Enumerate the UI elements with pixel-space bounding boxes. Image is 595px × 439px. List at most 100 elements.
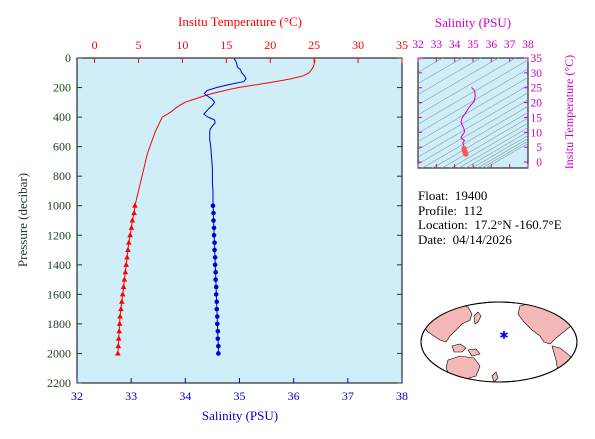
ts-deep-point: [463, 151, 469, 157]
ts-salinity-tick-label: 34: [449, 39, 461, 51]
temperature-point: [118, 305, 124, 312]
temperature-point: [117, 313, 123, 319]
ts-temperature-tick-label: 20: [531, 98, 543, 110]
pressure-tick-label: 800: [53, 169, 71, 183]
date-label: Date:: [418, 231, 447, 247]
ts-axes: 32 33 34 35 36 37 38 0 5 10 15 20 25 30 35: [412, 39, 542, 169]
salinity-tick-label: 35: [234, 389, 246, 403]
profile-label: Profile:: [418, 202, 457, 218]
density-contour: [418, 68, 528, 134]
salinity-tick-label: 33: [125, 389, 137, 403]
pressure-tick-label: 2000: [47, 346, 71, 360]
temperature-point: [125, 246, 131, 253]
ts-salinity-tick-label: 35: [467, 39, 479, 51]
land-japan: [473, 311, 482, 325]
profile-value: 112: [463, 202, 483, 218]
world-map: ✱: [420, 301, 578, 383]
ts-temperature-tick-label: 0: [536, 157, 542, 169]
ts-curve: [460, 87, 476, 149]
salinity-point: [213, 284, 219, 290]
salinity-point: [211, 210, 216, 216]
temperature-tick-label: 5: [135, 38, 141, 52]
temperature-point: [119, 291, 126, 297]
temperature-point: [115, 350, 121, 356]
salinity-point: [212, 240, 217, 245]
ts-temperature-tick-label: 35: [531, 53, 543, 65]
salinity-tick-label: 34: [179, 389, 191, 403]
temperature-point: [116, 328, 122, 334]
density-contour: [465, 131, 528, 168]
pressure-tick-label: 1800: [47, 317, 71, 331]
density-contours: [418, 58, 528, 168]
temperature-tick-label: 25: [308, 38, 320, 52]
profile-axes: 0 5 10 15 20 25 30 35 32 33 34 35 36 37 38 0 200 400 600 80…: [47, 38, 408, 403]
date-row: Date: 04/14/2026: [418, 231, 562, 248]
location-label: Location:: [418, 217, 468, 232]
density-contour: [421, 106, 528, 168]
temperature-tick-label: 10: [176, 38, 188, 52]
salinity-point: [213, 269, 218, 275]
density-contour: [481, 140, 528, 168]
location-row: Location: 17.2°N -160.7°E: [418, 217, 562, 233]
temperature-point: [115, 342, 122, 349]
temperature-point: [126, 239, 132, 245]
ts-temperature-tick-label: 10: [531, 127, 543, 139]
date-value: 04/14/2026: [452, 231, 512, 247]
density-contour: [418, 85, 528, 150]
salinity-tick-label: 36: [288, 389, 300, 403]
salinity-tick-label: 37: [342, 389, 354, 403]
profile-plot-background: [76, 57, 403, 384]
density-contour: [485, 143, 528, 168]
ts-salinity-tick-label: 38: [522, 39, 534, 51]
salinity-point: [211, 225, 217, 231]
temperature-axis-label: Insitu Temperature (°C): [178, 14, 302, 29]
temperature-point: [118, 298, 125, 304]
float-location-marker: ✱: [499, 330, 508, 342]
temperature-point: [127, 232, 133, 238]
pressure-tick-label: 0: [65, 51, 71, 65]
temperature-point: [115, 335, 122, 341]
salinity-tick-label: 38: [396, 389, 408, 403]
density-contour: [418, 99, 528, 165]
land-australia: [445, 355, 481, 381]
salinity-point: [212, 255, 218, 260]
pressure-tick-label: 200: [53, 81, 71, 95]
float-id-label: Float:: [418, 188, 449, 203]
ts-salinity-tick-label: 33: [431, 39, 443, 51]
pressure-tick-label: 1000: [47, 199, 71, 213]
density-contour: [418, 58, 499, 106]
temperature-point: [128, 224, 135, 230]
location-value: 17.2°N -160.7°E: [474, 217, 562, 232]
pressure-tick-label: 2200: [47, 376, 71, 390]
ts-temperature-tick-label: 25: [531, 83, 543, 95]
density-contour: [418, 59, 528, 125]
ts-salinity-axis-label: Salinity (PSU): [435, 15, 511, 30]
pressure-tick-label: 600: [53, 140, 71, 154]
ts-temperature-tick-label: 30: [531, 68, 543, 80]
salinity-point: [214, 306, 220, 312]
temperature-point: [123, 261, 129, 267]
density-contour: [458, 127, 528, 168]
float-id-value: 19400: [454, 188, 488, 203]
pressure-tick-label: 1600: [47, 287, 71, 301]
ts-salinity-tick-label: 32: [412, 39, 424, 51]
temperature-tick-label: 15: [220, 38, 232, 52]
salinity-point: [212, 262, 218, 268]
profile-row: Profile: 112: [418, 202, 562, 219]
ts-plot-background: [417, 57, 529, 169]
density-contour: [418, 92, 528, 158]
temperature-point: [124, 254, 130, 260]
temperature-point: [121, 276, 128, 282]
salinity-axis-label: Salinity (PSU): [202, 408, 278, 423]
land-se-asia: [451, 343, 467, 353]
density-contour: [441, 117, 528, 168]
salinity-point: [215, 336, 221, 341]
ts-salinity-tick-label: 36: [486, 39, 498, 51]
ts-temperature-tick-label: 15: [531, 112, 543, 124]
map-outline: [420, 301, 578, 383]
temperature-point: [122, 269, 129, 275]
salinity-point: [213, 277, 218, 282]
temperature-point: [131, 209, 137, 216]
salinity-point: [211, 232, 217, 238]
salinity-point: [214, 321, 220, 327]
